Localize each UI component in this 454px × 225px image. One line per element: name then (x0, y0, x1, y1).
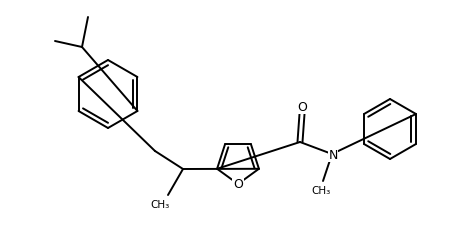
Text: CH₃: CH₃ (150, 199, 170, 209)
Text: O: O (233, 178, 243, 191)
Text: O: O (297, 101, 307, 114)
Text: N: N (328, 149, 338, 162)
Text: CH₃: CH₃ (311, 185, 331, 195)
